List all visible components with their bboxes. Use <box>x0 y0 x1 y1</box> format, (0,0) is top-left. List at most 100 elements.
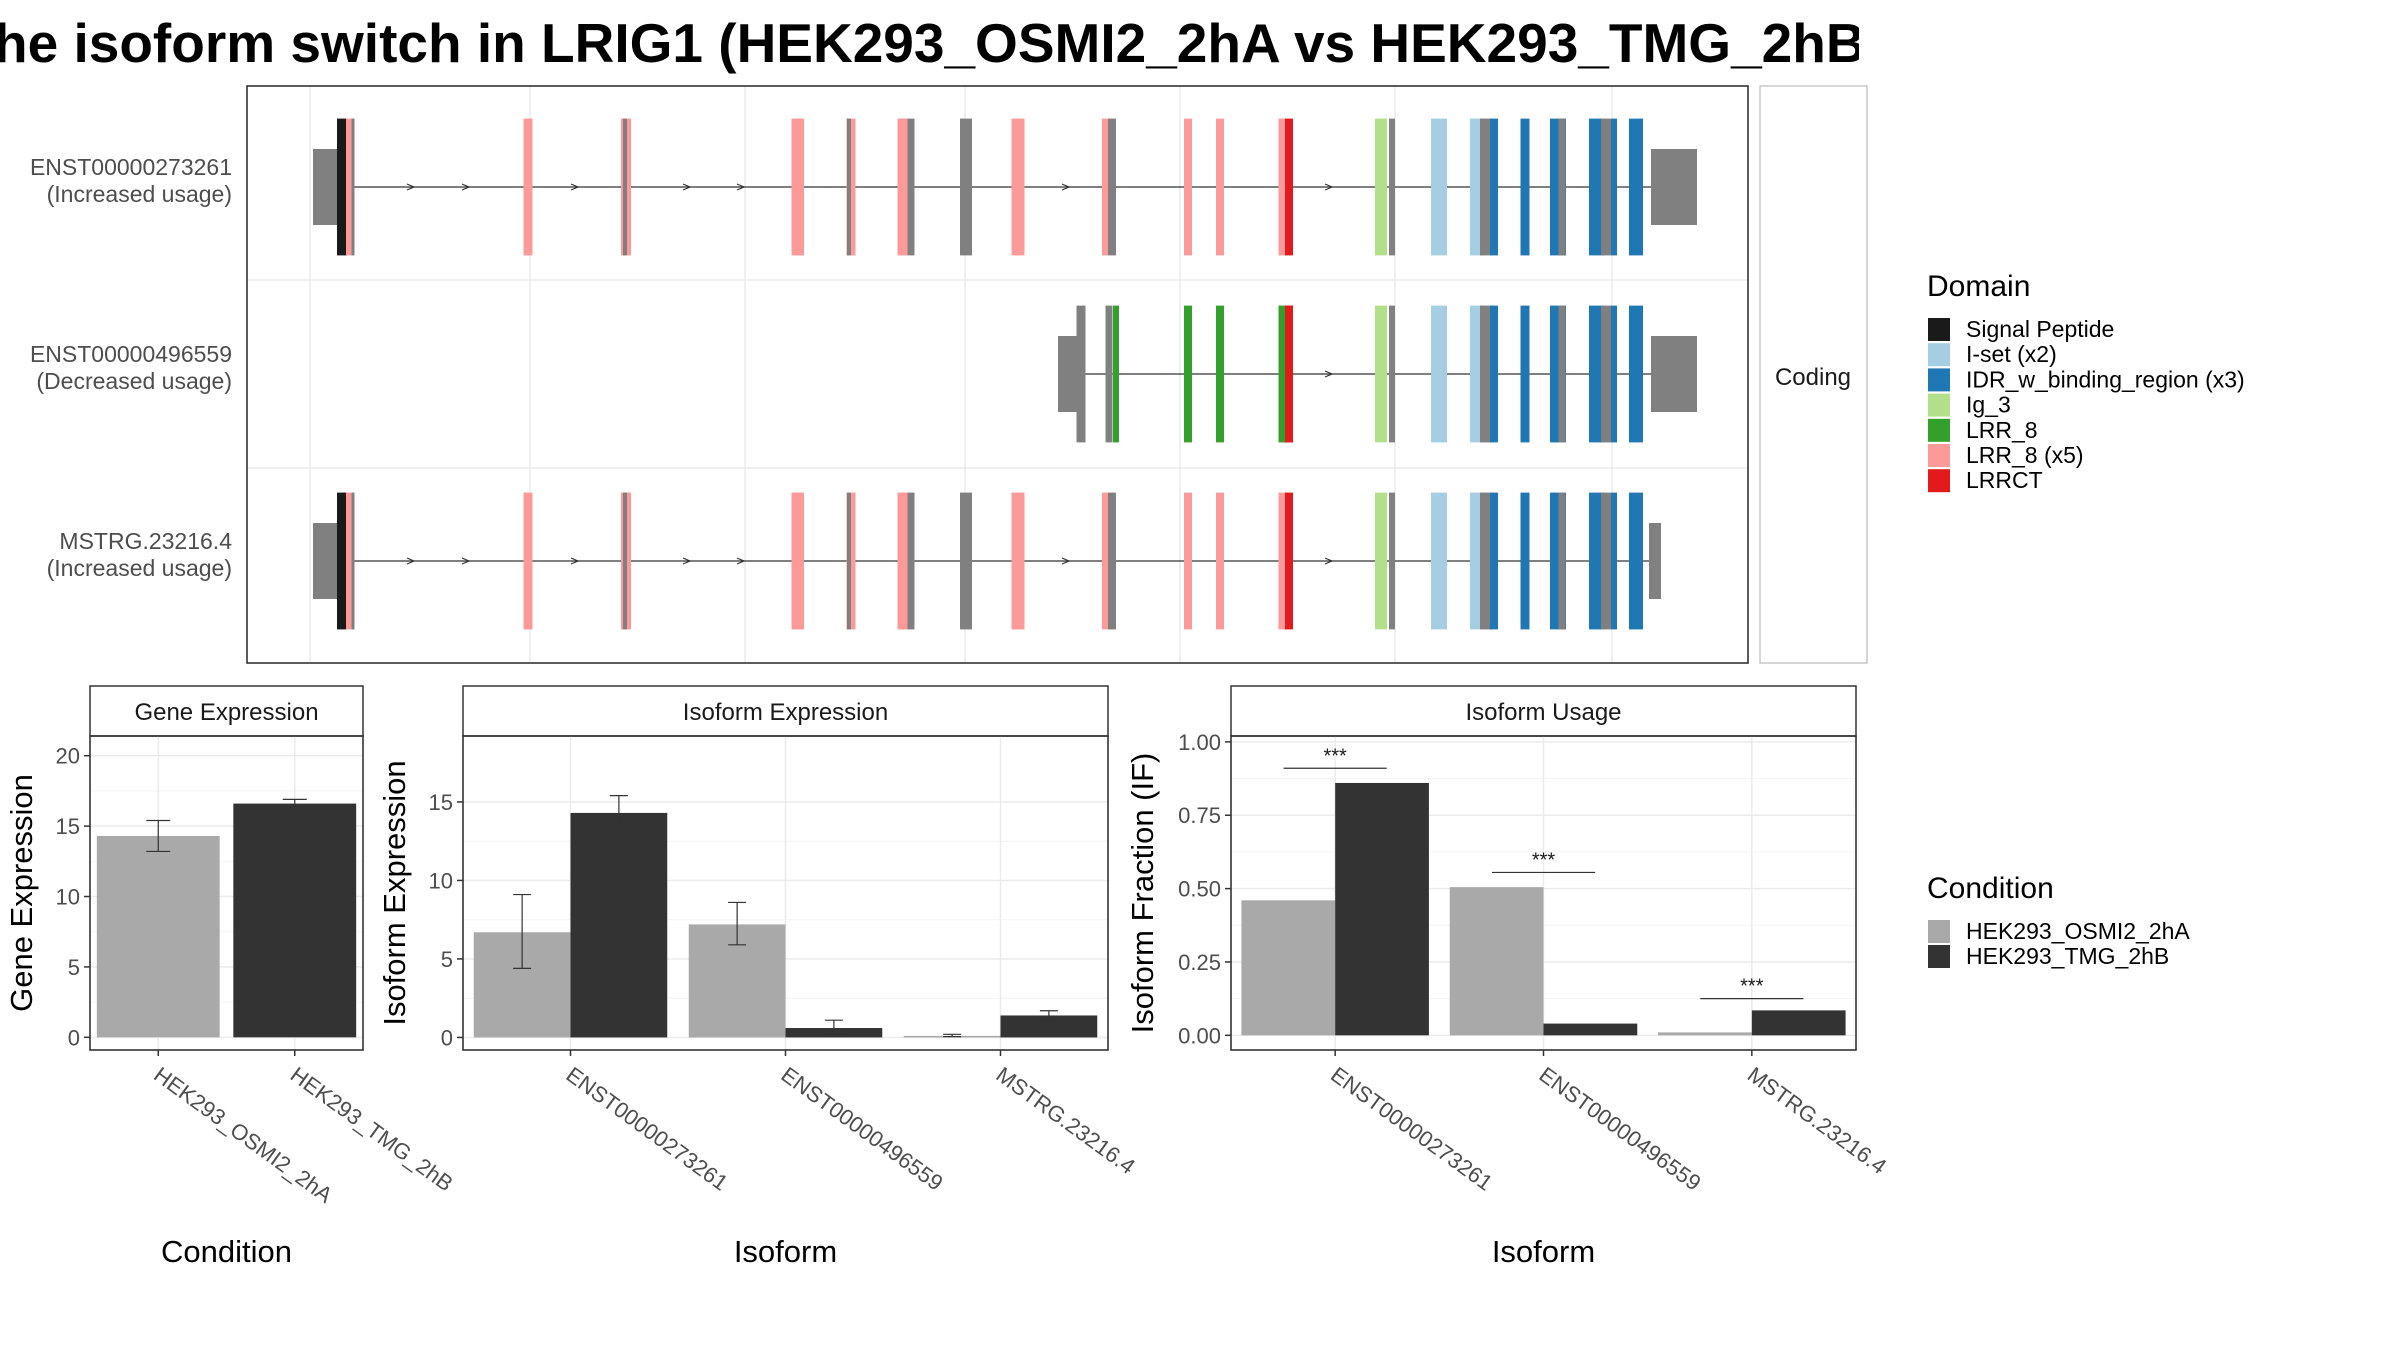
iset-exon <box>1431 118 1447 256</box>
lrr8-x5-exon <box>1184 118 1192 256</box>
intron-arrow <box>1061 183 1071 191</box>
lrr8-exon <box>1278 305 1288 443</box>
bar <box>1658 1032 1752 1036</box>
intron-arrow <box>406 557 416 565</box>
lrr8-exon <box>1184 305 1192 443</box>
exon <box>1558 305 1566 443</box>
gene-expression-chart: Gene Expression05101520HEK293_OSMI2_2hAH… <box>4 685 458 1269</box>
domain-legend-item: Ig_3 <box>1966 392 2011 418</box>
ig3-exon <box>1375 492 1387 630</box>
intron-arrow <box>570 557 580 565</box>
idr-exon <box>1611 305 1617 443</box>
chart-panel-border <box>1230 735 1857 1051</box>
exon <box>960 118 972 256</box>
idr-exon <box>1490 118 1498 256</box>
lrrct-exon <box>1285 118 1293 256</box>
intron-arrow <box>406 183 416 191</box>
x-axis-title: Isoform <box>734 1234 837 1269</box>
facet-strip <box>1759 85 1868 664</box>
signal-peptide-exon <box>337 118 347 256</box>
exon <box>623 118 627 256</box>
exon <box>1558 492 1566 630</box>
exon <box>1389 305 1395 443</box>
y-tick-label: 5 <box>68 955 80 980</box>
lrr8-x5-exon <box>346 492 354 630</box>
x-tick-label: ENST00000496559 <box>1535 1062 1706 1196</box>
isoform-label: MSTRG.23216.4 <box>59 528 232 554</box>
lrr8-x5-exon <box>523 118 533 256</box>
exon <box>1601 492 1611 630</box>
intron-arrow <box>682 557 692 565</box>
idr-exon <box>1520 118 1530 256</box>
legend-swatch <box>1928 343 1950 367</box>
lrrct-exon <box>1285 492 1293 630</box>
exon <box>351 118 355 256</box>
lrr8-exon <box>1216 305 1224 443</box>
chart-title: Isoform Expression <box>683 699 888 726</box>
x-axis-title: Isoform <box>1492 1234 1595 1269</box>
y-tick-label: 15 <box>56 814 80 839</box>
bar <box>1335 782 1429 1036</box>
condition-legend-item: HEK293_OSMI2_2hA <box>1966 918 2190 944</box>
domain-legend-item: Signal Peptide <box>1966 316 2114 342</box>
iset-exon <box>1431 305 1447 443</box>
idr-exon <box>1629 118 1643 256</box>
x-tick-label: MSTRG.23216.4 <box>992 1062 1140 1179</box>
utr-exon <box>313 523 341 599</box>
bar <box>1000 1015 1098 1038</box>
exon <box>351 492 355 630</box>
lrr8-x5-exon <box>1216 492 1224 630</box>
condition-legend-item: HEK293_TMG_2hB <box>1966 943 2169 969</box>
intron-arrow <box>1324 370 1334 378</box>
isoform-label: ENST00000273261 <box>30 154 232 180</box>
isoform-expression-chart: Isoform Expression 0 5 10 15 ENST00000273261 E… <box>377 685 1140 1269</box>
lrr8-x5-exon <box>346 118 354 256</box>
idr-exon <box>1520 492 1530 630</box>
bar <box>1449 887 1544 1036</box>
y-tick-label: 0.50 <box>1178 877 1221 902</box>
intron-arrow <box>461 183 471 191</box>
intron-arrow <box>570 183 580 191</box>
legend-swatch <box>1928 444 1950 467</box>
exon <box>847 492 851 630</box>
exon <box>1480 118 1492 256</box>
exon <box>907 492 915 630</box>
exon <box>960 492 972 630</box>
idr-exon <box>1490 305 1498 443</box>
legend-swatch <box>1928 469 1950 493</box>
figure-title: he isoform switch in LRIG1 (HEK293_OSMI2… <box>0 12 1859 74</box>
bar <box>1241 900 1336 1036</box>
chart-panel-border <box>89 735 364 1051</box>
idr-exon <box>1629 305 1643 443</box>
exon <box>847 118 851 256</box>
isoform-usage-label: (Increased usage) <box>47 555 232 581</box>
condition-legend-title: Condition <box>1927 872 2054 905</box>
y-axis-title: Isoform Expression <box>377 760 412 1025</box>
y-tick-label: 0.00 <box>1178 1023 1221 1048</box>
exon <box>623 492 627 630</box>
y-tick-label: 0 <box>68 1025 80 1050</box>
exon <box>907 118 915 256</box>
lrr8-x5-exon <box>1015 492 1025 630</box>
isoform-label: ENST00000496559 <box>30 341 232 367</box>
lrr8-exon <box>1113 305 1119 443</box>
x-tick-label: ENST00000273261 <box>562 1062 733 1196</box>
isoform-usage-chart: Isoform Usage 0.00 0.25 0.50 0.75 1.00 ENST000… <box>1125 685 1891 1269</box>
y-tick-label: 10 <box>56 885 80 910</box>
isoform-track-enst00000496559 <box>1058 305 1697 443</box>
idr-exon <box>1611 118 1617 256</box>
structure-panel-border <box>246 85 1749 664</box>
idr-exon <box>1490 492 1498 630</box>
lrr8-x5-exon <box>1102 118 1110 256</box>
isoform-track-mstrg-23216-4 <box>313 492 1661 630</box>
intron-arrow <box>736 557 746 565</box>
bar <box>233 803 357 1038</box>
iset-exon <box>1431 492 1447 630</box>
domain-legend-item: LRR_8 (x5) <box>1966 442 2084 468</box>
exon <box>1108 118 1116 256</box>
y-tick-label: 0 <box>441 1025 453 1050</box>
idr-exon <box>1611 492 1617 630</box>
y-tick-label: 20 <box>56 744 80 769</box>
legend-swatch <box>1928 920 1950 943</box>
